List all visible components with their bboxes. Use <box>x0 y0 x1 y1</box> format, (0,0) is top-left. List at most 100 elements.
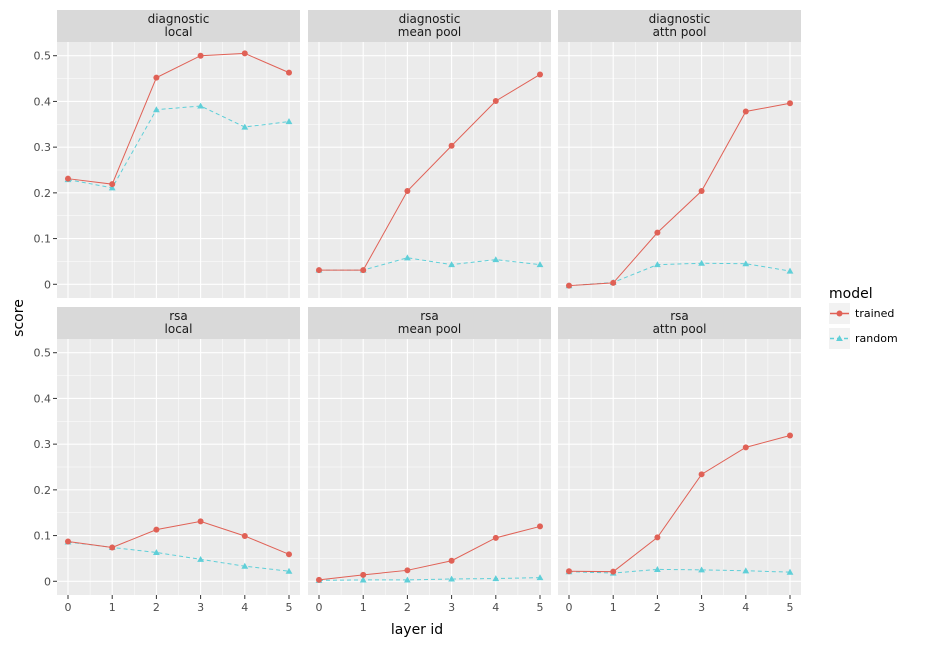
x-axis-title: layer id <box>391 622 443 638</box>
y-tick-label: 0.2 <box>34 187 52 200</box>
facet-strip <box>57 307 300 339</box>
data-point-random <box>404 254 411 261</box>
data-point-trained <box>360 571 367 578</box>
x-tick-label: 1 <box>109 601 116 614</box>
x-tick-label: 2 <box>404 601 411 614</box>
data-point-trained <box>492 97 499 104</box>
y-axis-title: score <box>11 299 27 337</box>
series-line-random <box>67 105 290 189</box>
facet-strip-label: rsa <box>169 309 188 323</box>
data-point-random <box>285 118 293 125</box>
x-tick-label: 0 <box>316 601 323 614</box>
data-point-trained <box>566 282 572 289</box>
x-tick-label: 2 <box>654 601 661 614</box>
data-point-trained <box>153 526 160 533</box>
data-point-random <box>404 576 411 583</box>
y-tick-label: 0.3 <box>34 141 52 154</box>
series-line-random <box>318 577 541 581</box>
data-point-trained <box>316 576 322 583</box>
data-point-trained <box>448 142 455 149</box>
series-line-trained <box>67 520 290 555</box>
data-point-trained <box>404 567 411 574</box>
data-point-trained <box>654 229 661 236</box>
data-point-random <box>742 260 750 267</box>
data-point-trained <box>654 534 661 541</box>
x-tick-label: 0 <box>566 601 573 614</box>
x-tick-label: 1 <box>610 601 617 614</box>
y-tick-label: 0.1 <box>34 233 52 246</box>
data-point-random <box>285 567 293 574</box>
legend-marker-trained <box>836 310 843 317</box>
facet-strip <box>558 10 801 42</box>
data-point-trained <box>537 523 543 530</box>
data-point-trained <box>492 534 499 541</box>
x-tick-label: 5 <box>537 601 544 614</box>
facet-strip-label: diagnostic <box>148 12 210 26</box>
legend-marker-random <box>836 335 843 342</box>
data-point-trained <box>65 175 71 182</box>
series-line-trained <box>319 74 541 271</box>
y-tick-label: 0.3 <box>34 438 52 451</box>
data-point-random <box>654 261 661 268</box>
legend: model trained random <box>829 286 898 349</box>
data-point-random <box>359 576 367 583</box>
data-point-trained <box>316 267 322 274</box>
y-tick-label: 0.4 <box>34 95 52 108</box>
data-point-random <box>536 574 544 581</box>
x-tick-label: 1 <box>360 601 367 614</box>
y-tick-label: 0.2 <box>34 484 52 497</box>
data-point-trained <box>109 181 116 188</box>
y-tick-label: 0.1 <box>34 530 52 543</box>
legend-label-trained: trained <box>855 307 894 320</box>
data-point-trained <box>197 518 204 525</box>
data-point-random <box>153 106 160 113</box>
x-tick-label: 3 <box>197 601 204 614</box>
facet-strip-label: diagnostic <box>649 12 711 26</box>
data-point-trained <box>153 74 160 81</box>
x-tick-label: 4 <box>492 601 499 614</box>
data-point-trained <box>537 71 543 78</box>
x-tick-label: 3 <box>448 601 455 614</box>
data-point-random <box>742 567 750 574</box>
y-tick-label: 0.5 <box>34 347 52 360</box>
data-point-trained <box>286 69 292 76</box>
data-point-trained <box>286 551 292 558</box>
facet-strip <box>57 10 300 42</box>
facet-strip-label: local <box>165 25 193 39</box>
x-tick-label: 2 <box>153 601 160 614</box>
data-point-random <box>786 568 794 575</box>
data-point-random <box>492 575 500 582</box>
data-point-random <box>698 566 705 573</box>
facet-strip-label: local <box>165 322 193 336</box>
x-tick-label: 5 <box>286 601 293 614</box>
facet-strip <box>308 307 551 339</box>
y-tick-label: 0 <box>44 278 51 291</box>
legend-title: model <box>829 286 873 302</box>
facet-strip-label: diagnostic <box>399 12 461 26</box>
series-line-random <box>568 568 791 574</box>
x-tick-label: 3 <box>698 601 705 614</box>
data-point-trained <box>742 108 749 115</box>
facet-strip-label: mean pool <box>398 322 461 336</box>
data-point-random <box>197 102 204 109</box>
series-line-trained <box>67 52 290 185</box>
data-point-random <box>241 123 249 130</box>
data-point-random <box>197 555 204 562</box>
data-point-trained <box>787 100 793 107</box>
y-tick-label: 0.4 <box>34 392 52 405</box>
facet-strip-label: rsa <box>670 309 689 323</box>
y-tick-label: 0 <box>44 575 51 588</box>
data-point-random <box>153 549 160 556</box>
x-tick-label: 5 <box>787 601 794 614</box>
data-point-random <box>108 184 116 191</box>
data-point-random <box>786 267 794 274</box>
data-point-trained <box>787 432 793 439</box>
facet-strip-label: attn pool <box>653 25 707 39</box>
x-tick-label: 0 <box>65 601 72 614</box>
